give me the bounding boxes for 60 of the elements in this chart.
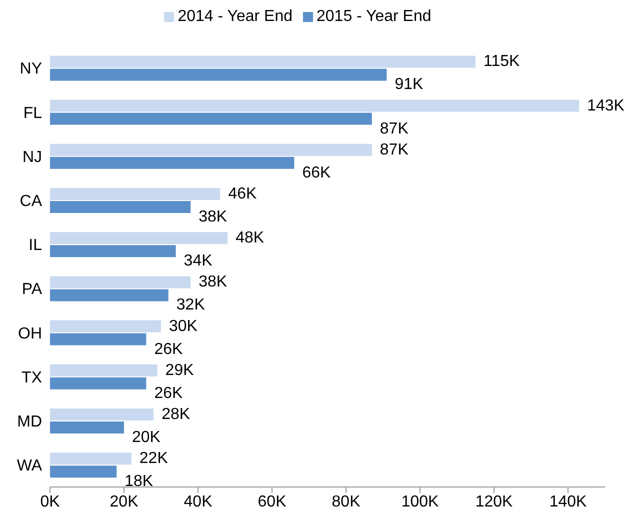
- data-label: 87K: [380, 120, 409, 138]
- bar: [50, 422, 124, 434]
- y-tick-label: TX: [22, 369, 42, 386]
- bar: [50, 333, 146, 346]
- data-label: 28K: [162, 406, 190, 423]
- bar: [50, 112, 372, 125]
- data-label: 115K: [484, 53, 520, 70]
- legend-label: 2014 - Year End: [178, 8, 292, 25]
- bar: [50, 289, 168, 302]
- bar: [50, 452, 132, 465]
- bar: [50, 201, 191, 213]
- x-tick-label: 40K: [184, 493, 213, 510]
- bar: [50, 156, 294, 169]
- bar: [50, 245, 176, 258]
- data-label: 18K: [124, 473, 154, 490]
- y-tick-label: OH: [18, 325, 42, 342]
- bar: [50, 188, 220, 200]
- bar: [50, 232, 228, 244]
- x-tick-label: 20K: [110, 493, 139, 510]
- data-label: 143K: [587, 97, 625, 114]
- bar: [50, 466, 117, 478]
- data-label: 26K: [154, 340, 183, 358]
- data-label: 87K: [380, 141, 409, 158]
- data-label: 91K: [394, 76, 424, 94]
- bar: [50, 144, 372, 156]
- y-tick-label: IL: [28, 237, 42, 254]
- data-label: 48K: [236, 230, 264, 247]
- y-tick-label: NY: [20, 60, 42, 78]
- x-tick-label: 0K: [40, 493, 60, 510]
- bar: [50, 56, 476, 68]
- data-label: 66K: [302, 164, 331, 182]
- y-tick-label: WA: [16, 458, 42, 475]
- data-label: 34K: [184, 252, 213, 270]
- data-label: 46K: [228, 186, 257, 202]
- legend-label: 2015 - Year End: [316, 8, 432, 25]
- data-label: 26K: [154, 384, 183, 402]
- data-label: 38K: [198, 208, 228, 226]
- y-tick-label: NJ: [22, 148, 42, 166]
- y-tick-label: PA: [22, 281, 42, 298]
- data-label: 20K: [132, 429, 161, 446]
- bar: [50, 68, 387, 81]
- x-tick-label: 140K: [549, 493, 588, 510]
- bar: [50, 408, 154, 420]
- data-label: 30K: [169, 318, 198, 335]
- data-label: 38K: [198, 274, 228, 291]
- x-tick-label: 60K: [258, 493, 287, 510]
- bar: [50, 100, 580, 112]
- x-tick-label: 120K: [475, 493, 514, 510]
- y-tick-label: CA: [20, 193, 42, 210]
- y-tick-label: FL: [23, 104, 42, 122]
- bar: [50, 276, 191, 288]
- y-tick-label: MD: [17, 414, 42, 431]
- data-label: 32K: [176, 296, 206, 314]
- bar: [50, 320, 161, 332]
- x-tick-label: 100K: [401, 493, 440, 510]
- x-tick-label: 80K: [332, 493, 361, 510]
- bar: [50, 377, 146, 390]
- bar: [50, 364, 158, 376]
- data-label: 29K: [165, 362, 194, 379]
- data-label: 22K: [139, 450, 168, 468]
